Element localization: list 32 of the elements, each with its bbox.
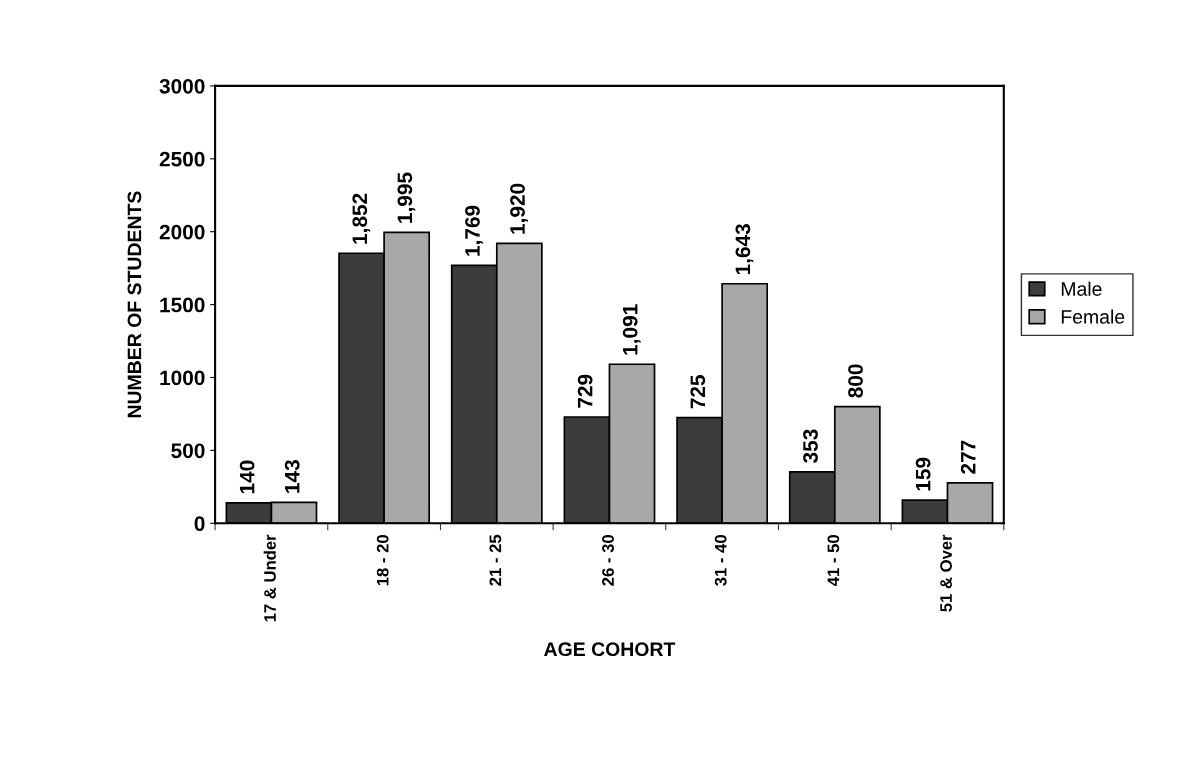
y-tick-label: 3000 [159,78,205,94]
data-label: 140 [239,460,255,494]
y-tick-label: 0 [194,516,205,532]
y-tick-label: 2500 [159,151,205,167]
x-tick-label: 26 - 30 [602,535,614,586]
x-tick-label: 41 - 50 [827,535,840,587]
data-label: 1,091 [622,304,641,355]
x-tick-label: 21 - 25 [489,534,502,586]
data-label: 729 [577,374,593,408]
data-label: 1,852 [352,193,371,244]
data-label: 277 [960,440,976,474]
data-label: 725 [690,375,706,409]
y-axis-title: NUMBER OF STUDENTS [127,191,142,418]
data-label: 1,769 [465,205,483,256]
data-label: 143 [284,460,300,493]
y-tick-label: 500 [171,443,205,459]
legend-label: Female [1061,309,1125,324]
data-label: 1,995 [397,172,416,223]
x-tick-label: 17 & Under [263,534,276,622]
x-tick-label: 18 - 20 [376,535,389,586]
y-tick-label: 1000 [160,370,205,386]
y-tick-label: 1500 [160,297,205,313]
legend-label: Male [1061,281,1102,296]
x-axis-title: AGE COHORT [544,642,676,657]
data-label: 159 [915,457,931,491]
y-tick-label: 2000 [159,224,205,240]
data-label: 1,920 [510,183,528,234]
data-label: 800 [848,364,863,398]
x-tick-label: 51 & Over [940,534,952,612]
data-label: 353 [803,429,818,463]
data-label: 1,643 [735,224,754,275]
x-tick-label: 31 - 40 [714,535,727,586]
